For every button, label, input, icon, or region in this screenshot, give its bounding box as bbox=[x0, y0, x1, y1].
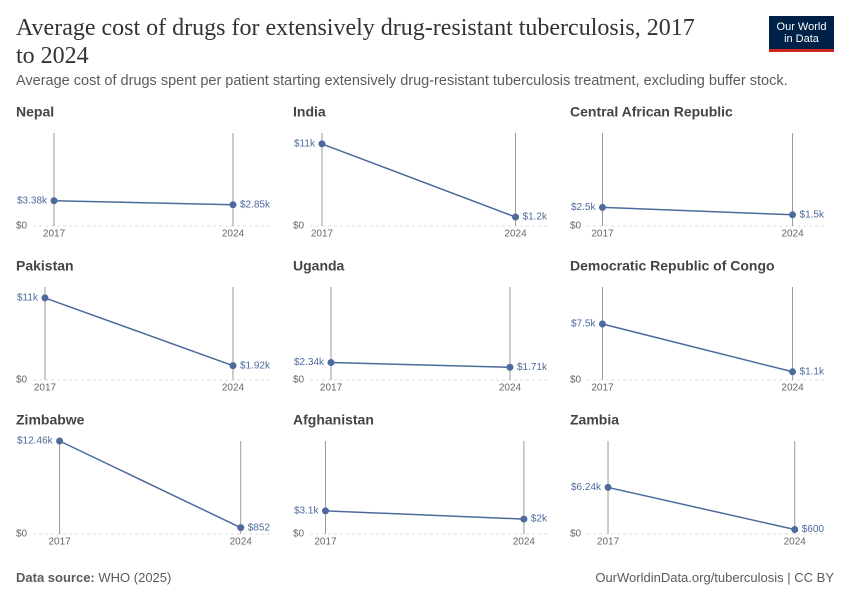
point bbox=[229, 362, 237, 370]
panel-title: Zambia bbox=[570, 412, 619, 428]
panel-title: Uganda bbox=[293, 258, 345, 274]
x-tick-label: 2017 bbox=[43, 229, 66, 240]
x-tick-label: 2024 bbox=[222, 229, 245, 240]
y-tick-label: $0 bbox=[293, 375, 305, 386]
value-label: $1.92k bbox=[240, 360, 271, 371]
y-tick-label: $0 bbox=[16, 529, 28, 540]
point bbox=[327, 359, 335, 367]
panel-title: Democratic Republic of Congo bbox=[570, 258, 775, 274]
y-tick-label: $0 bbox=[293, 221, 305, 232]
x-tick-label: 2024 bbox=[513, 537, 536, 548]
panel-title: Central African Republic bbox=[570, 104, 733, 120]
panel-title: Pakistan bbox=[16, 258, 74, 274]
x-tick-label: 2024 bbox=[499, 383, 522, 394]
logo[interactable]: Our World in Data bbox=[769, 16, 834, 52]
value-label: $2k bbox=[531, 514, 548, 525]
logo-text[interactable]: Our World bbox=[776, 21, 827, 33]
point bbox=[50, 197, 58, 205]
x-tick-label: 2017 bbox=[314, 537, 337, 548]
line bbox=[325, 510, 524, 520]
title: Average cost of drugs for extensively dr… bbox=[16, 15, 695, 69]
panel-title: Nepal bbox=[16, 104, 54, 120]
point bbox=[791, 526, 799, 534]
point bbox=[598, 203, 606, 211]
value-label: $1.5k bbox=[800, 209, 825, 220]
line bbox=[321, 143, 516, 218]
x-tick-label: 2024 bbox=[504, 229, 527, 240]
x-tick-label: 2024 bbox=[784, 537, 807, 548]
point bbox=[789, 211, 797, 219]
subtitle: Average cost of drugs spent per patient … bbox=[16, 73, 788, 89]
value-label: $12.46k bbox=[17, 436, 54, 447]
x-tick-label: 2017 bbox=[311, 229, 334, 240]
line bbox=[44, 297, 234, 367]
x-tick-label: 2017 bbox=[34, 383, 57, 394]
value-label: $3.1k bbox=[294, 506, 319, 517]
value-label: $1.71k bbox=[517, 362, 548, 373]
value-label: $2.85k bbox=[240, 199, 271, 210]
point bbox=[789, 368, 797, 376]
y-tick-label: $0 bbox=[16, 375, 28, 386]
point bbox=[321, 507, 329, 515]
point bbox=[604, 483, 612, 491]
point bbox=[520, 515, 528, 523]
point bbox=[56, 437, 64, 445]
value-label: $11k bbox=[17, 293, 39, 304]
x-tick-label: 2017 bbox=[597, 537, 620, 548]
x-tick-label: 2017 bbox=[591, 383, 614, 394]
panel-title: India bbox=[293, 104, 326, 120]
y-tick-label: $0 bbox=[570, 375, 582, 386]
logo-text[interactable]: in Data bbox=[784, 33, 819, 45]
value-label: $1.2k bbox=[523, 212, 548, 223]
value-label: $1.1k bbox=[800, 366, 825, 377]
source: Data source: WHO (2025) bbox=[16, 570, 171, 585]
value-label: $2.5k bbox=[571, 202, 596, 213]
value-label: $600 bbox=[802, 524, 825, 535]
point bbox=[506, 363, 514, 371]
point bbox=[598, 320, 606, 328]
url[interactable]: OurWorldinData.org/tuberculosis | CC BY bbox=[595, 570, 834, 585]
x-tick-label: 2017 bbox=[591, 229, 614, 240]
x-tick-label: 2017 bbox=[320, 383, 343, 394]
line bbox=[602, 206, 793, 216]
line bbox=[607, 486, 795, 531]
line bbox=[59, 440, 242, 529]
y-tick-label: $0 bbox=[293, 529, 305, 540]
value-label: $852 bbox=[248, 522, 271, 533]
point bbox=[512, 213, 520, 221]
x-tick-label: 2024 bbox=[781, 229, 804, 240]
value-label: $7.5k bbox=[571, 319, 596, 330]
x-tick-label: 2024 bbox=[230, 537, 253, 548]
panel-title: Afghanistan bbox=[293, 412, 374, 428]
point bbox=[318, 140, 326, 148]
line bbox=[602, 323, 793, 373]
value-label: $11k bbox=[294, 139, 316, 150]
y-tick-label: $0 bbox=[570, 221, 582, 232]
x-tick-label: 2024 bbox=[222, 383, 245, 394]
point bbox=[229, 201, 237, 209]
panel-title: Zimbabwe bbox=[16, 412, 85, 428]
x-tick-label: 2024 bbox=[781, 383, 804, 394]
value-label: $2.34k bbox=[294, 357, 325, 368]
source-label: Data source: bbox=[16, 570, 95, 585]
x-tick-label: 2017 bbox=[48, 537, 71, 548]
value-label: $6.24k bbox=[571, 482, 602, 493]
point bbox=[237, 524, 245, 532]
value-label: $3.38k bbox=[17, 195, 48, 206]
y-tick-label: $0 bbox=[570, 529, 582, 540]
point bbox=[41, 294, 49, 302]
line bbox=[54, 200, 233, 206]
line bbox=[331, 361, 510, 368]
source-text: WHO (2025) bbox=[98, 570, 172, 585]
y-tick-label: $0 bbox=[16, 221, 28, 232]
